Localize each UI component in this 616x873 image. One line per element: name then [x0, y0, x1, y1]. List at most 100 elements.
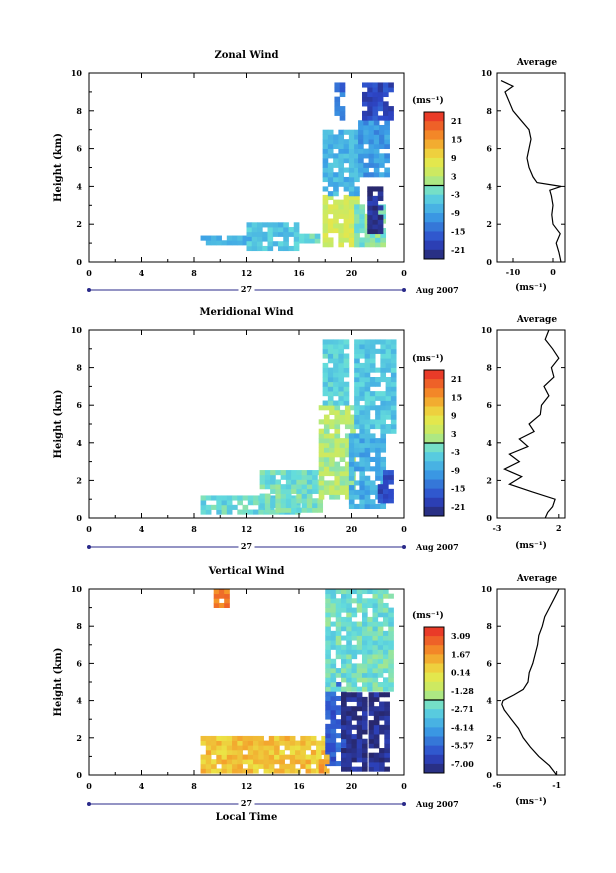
heat-cell	[322, 237, 329, 243]
heat-cell	[232, 235, 238, 241]
heat-cell	[348, 475, 355, 481]
colorbar-swatch	[424, 745, 444, 756]
heat-cell	[322, 199, 329, 205]
heat-cell	[341, 677, 347, 683]
heat-cell	[251, 245, 258, 252]
heat-cell	[363, 153, 369, 159]
heat-cell	[375, 391, 381, 397]
heat-cell	[379, 162, 385, 168]
heat-cell	[289, 735, 296, 741]
heat-cell	[251, 236, 258, 242]
heat-cell	[213, 593, 220, 599]
heat-cell	[300, 740, 306, 746]
heat-cell	[323, 424, 330, 430]
heat-cell	[333, 372, 339, 378]
heat-cell	[367, 205, 373, 211]
heat-cell	[258, 763, 264, 769]
average-title: Average	[516, 574, 557, 584]
heat-cell	[363, 129, 369, 135]
average-x-tick-label: -10	[506, 267, 521, 277]
heat-cell	[334, 106, 341, 112]
heat-cell	[262, 236, 268, 242]
heat-cell	[348, 209, 355, 215]
heat-cell	[390, 405, 397, 411]
heat-cell	[285, 470, 292, 476]
heat-cell	[211, 763, 217, 769]
heat-cell	[338, 367, 345, 373]
heat-cell	[237, 763, 243, 769]
heat-cell	[341, 742, 347, 748]
heat-cell	[253, 500, 259, 506]
heat-cell	[384, 124, 390, 131]
heat-cell	[368, 124, 375, 131]
average-y-tick-label: 2	[486, 475, 492, 485]
heat-cell	[318, 466, 325, 472]
heat-cell	[388, 626, 394, 632]
heat-cell	[279, 763, 285, 769]
heat-cell	[351, 644, 358, 650]
colorbar-tick-label: -15	[451, 226, 465, 236]
heat-cell	[275, 493, 282, 499]
heat-cell	[325, 733, 331, 739]
heat-cell	[344, 494, 351, 500]
heat-cell	[348, 129, 355, 135]
heat-cell	[388, 649, 394, 655]
x-axis-label: Local Time	[216, 812, 278, 823]
heat-cell	[267, 245, 274, 252]
heat-cell	[343, 143, 350, 149]
heat-cell	[221, 509, 228, 515]
heat-cell	[327, 367, 334, 373]
heat-cell	[344, 433, 351, 439]
heat-cell	[216, 240, 222, 246]
heat-cell	[364, 391, 371, 397]
heat-cell	[301, 484, 308, 490]
heat-cell	[264, 474, 271, 480]
heat-cell	[379, 766, 385, 772]
heat-cell	[390, 372, 397, 378]
heat-cell	[330, 630, 337, 636]
heat-cell	[318, 768, 325, 774]
heat-cell	[346, 621, 352, 627]
x-tick-label: 20	[346, 524, 358, 534]
heat-cell	[327, 139, 334, 145]
heat-cell	[327, 181, 334, 187]
heat-cell	[335, 635, 342, 641]
heat-cell	[379, 134, 385, 140]
heat-cell	[257, 241, 263, 247]
heat-cell	[351, 734, 358, 740]
heat-cell	[375, 339, 381, 345]
heat-cell	[275, 470, 282, 476]
heat-cell	[362, 677, 368, 683]
heat-cell	[280, 470, 287, 476]
heat-cell	[232, 768, 238, 774]
heat-cell	[372, 96, 379, 102]
heat-cell	[359, 227, 366, 234]
heat-cell	[385, 358, 392, 364]
heat-cell	[383, 101, 389, 107]
heat-cell	[343, 237, 350, 243]
heat-cell	[325, 607, 331, 613]
heat-cell	[247, 235, 254, 241]
heat-cell	[343, 186, 350, 192]
heat-cell	[364, 237, 371, 243]
heat-cell	[242, 745, 249, 751]
heat-cell	[288, 227, 295, 233]
heat-cell	[367, 602, 373, 608]
heat-cell	[259, 502, 266, 509]
heat-cell	[316, 745, 322, 751]
heat-cell	[354, 223, 360, 229]
heat-cell	[373, 172, 380, 178]
heat-cell	[341, 701, 347, 707]
heat-cell	[216, 235, 222, 241]
heat-cell	[383, 658, 389, 664]
heat-cell	[356, 692, 363, 698]
colorbar-swatch	[424, 370, 444, 380]
heat-cell	[306, 507, 313, 513]
heat-cell	[367, 616, 373, 622]
heat-cell	[341, 644, 347, 650]
heat-cell	[383, 654, 389, 660]
heat-cell	[253, 495, 259, 501]
heat-cell	[384, 706, 390, 712]
heat-cell	[224, 589, 230, 595]
heat-cell	[359, 471, 366, 477]
